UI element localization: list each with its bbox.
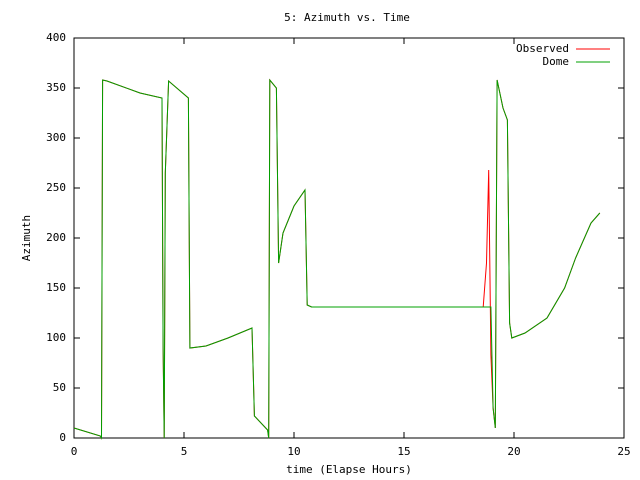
x-tick-label: 15: [397, 445, 410, 458]
y-tick-label: 200: [46, 231, 66, 244]
y-axis-label: Azimuth: [20, 215, 33, 261]
x-tick-label: 25: [617, 445, 630, 458]
legend-label: Dome: [543, 55, 570, 68]
y-tick-label: 0: [59, 431, 66, 444]
y-tick-label: 300: [46, 131, 66, 144]
x-tick-label: 10: [287, 445, 300, 458]
x-axis-label: time (Elapse Hours): [286, 463, 412, 476]
y-tick-label: 350: [46, 81, 66, 94]
y-tick-label: 250: [46, 181, 66, 194]
x-tick-label: 0: [71, 445, 78, 458]
legend-label: Observed: [516, 42, 569, 55]
chart-title: 5: Azimuth vs. Time: [284, 11, 410, 24]
y-tick-label: 100: [46, 331, 66, 344]
series-line: [73, 78, 601, 440]
y-tick-label: 150: [46, 281, 66, 294]
plot-frame: [73, 37, 625, 439]
series-line: [73, 78, 601, 440]
x-tick-label: 20: [507, 445, 520, 458]
y-tick-label: 50: [53, 381, 66, 394]
x-tick-label: 5: [181, 445, 188, 458]
y-tick-label: 400: [46, 31, 66, 44]
